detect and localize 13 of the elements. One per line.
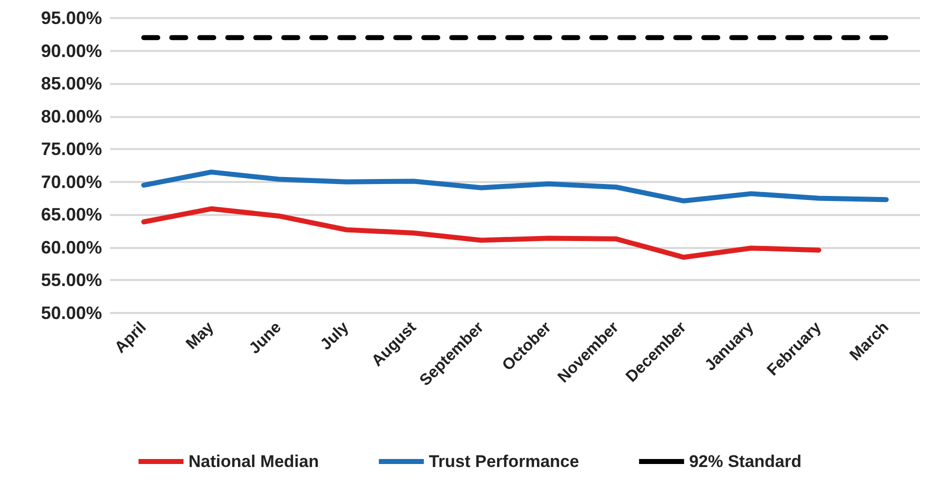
y-tick-label: 90.00% [40,40,102,61]
legend-label: Trust Performance [428,452,580,471]
y-tick-label: 85.00% [40,74,102,94]
y-tick-label: 60.00% [40,237,102,258]
y-tick-label: 50.00% [40,303,102,323]
legend-label: 92% Standard [689,452,802,471]
y-tick-label: 95.00% [40,8,102,28]
legend-label: National Median [188,452,319,471]
y-tick-label: 55.00% [40,270,102,290]
y-tick-label: 65.00% [40,204,102,225]
y-tick-label: 75.00% [40,139,102,160]
y-tick-label: 80.00% [40,106,102,126]
y-tick-label: 70.00% [40,172,102,192]
